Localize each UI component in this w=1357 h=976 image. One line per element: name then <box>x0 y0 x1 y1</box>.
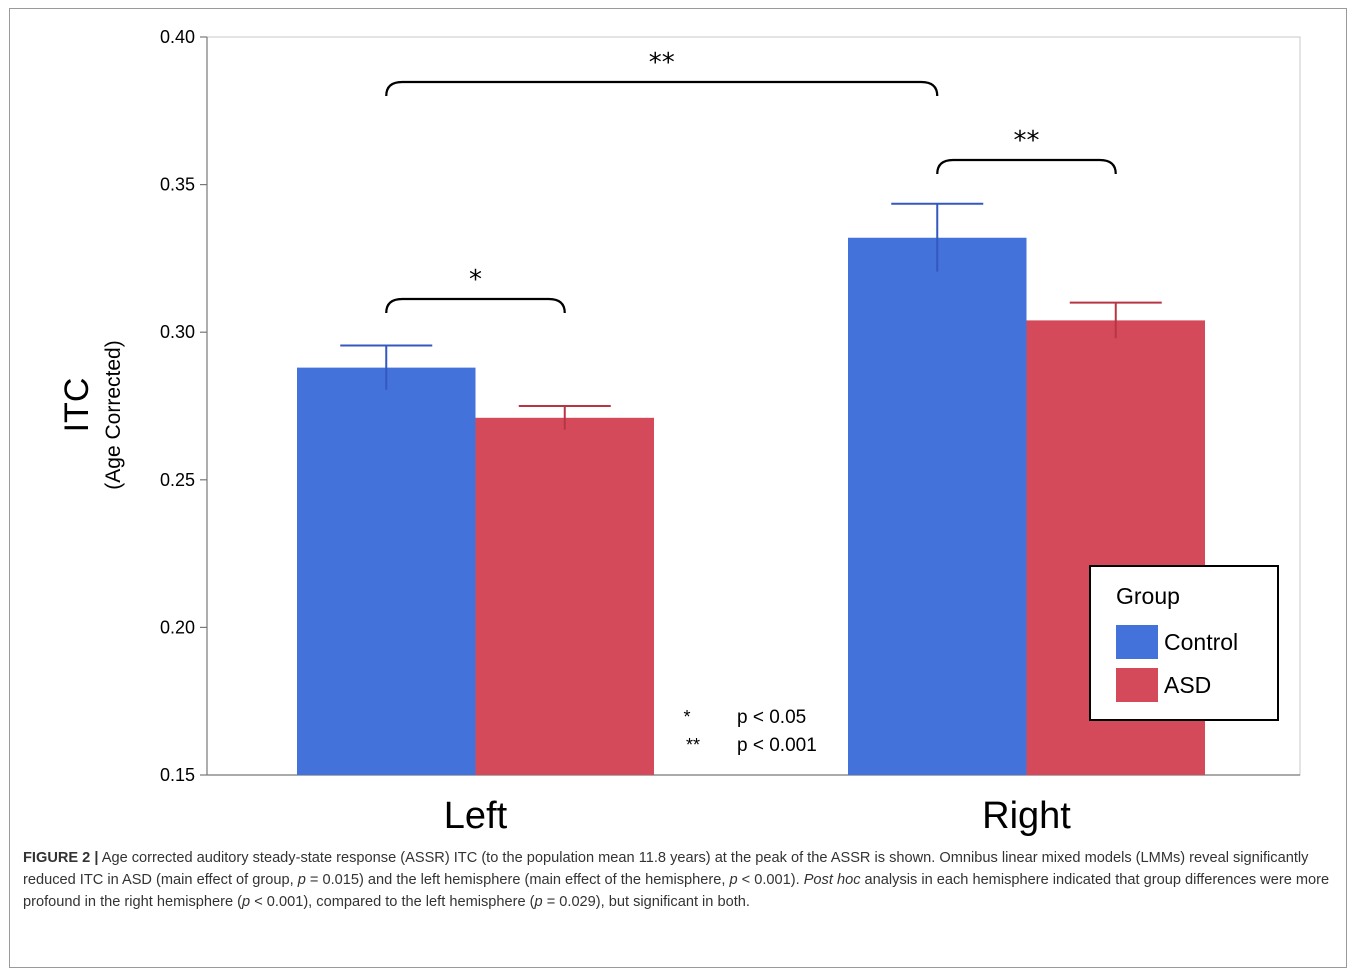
sig-key-symbol-2: ** <box>686 735 700 755</box>
legend: Group Control ASD <box>1089 565 1279 721</box>
bars <box>297 237 1205 776</box>
sig-key-text-1: p < 0.05 <box>737 707 806 728</box>
figure-label: FIGURE 2 <box>23 850 91 866</box>
sig-key-text-2: p < 0.001 <box>737 735 817 756</box>
y-tick-label: 0.35 <box>160 175 195 195</box>
x-label-right: Right <box>982 795 1071 837</box>
sig-hemisphere-label: ** <box>649 48 675 78</box>
sig-hemisphere-bracket <box>385 80 939 97</box>
caption-text-2: = 0.015) and the left hemisphere (main e… <box>305 872 730 888</box>
significance-key: * p < 0.05 ** p < 0.001 <box>683 707 816 756</box>
caption-text-4: analysis in each hemisphere indicated th… <box>23 872 1330 910</box>
bar-control-right <box>848 237 1027 776</box>
y-axis-sublabel: (Age Corrected) <box>102 340 125 489</box>
bar-chart: 0.400.350.300.250.200.15 ***** Left Right… <box>58 27 1301 837</box>
caption-text-1: Age corrected auditory steady-state resp… <box>23 850 1309 888</box>
caption-p-symbol-4: p <box>534 894 543 910</box>
legend-title: Group <box>1116 583 1180 609</box>
caption-separator: | <box>94 850 99 866</box>
y-axis-ticks: 0.40 0.35 0.30 0.25 0.20 0.15 <box>160 27 207 785</box>
sig-key-symbol-1: * <box>683 707 690 727</box>
caption-text-3: < 0.001). <box>737 872 804 888</box>
y-tick-label: 0.25 <box>160 470 195 490</box>
caption-p-symbol-1: p <box>297 872 306 888</box>
y-tick-label: 0.30 <box>160 322 195 342</box>
legend-swatch-control <box>1116 625 1158 659</box>
x-axis-labels: Left Right <box>444 795 1071 837</box>
sig-left-group-bracket <box>385 297 566 314</box>
x-label-left: Left <box>444 795 508 837</box>
sig-left-group-label: * <box>469 265 482 295</box>
bar-control-left <box>297 367 476 775</box>
error-bars <box>340 202 1162 430</box>
caption-text-6: = 0.029), but significant in both. <box>542 894 750 910</box>
sig-right-group-bracket <box>936 158 1117 175</box>
legend-swatch-asd <box>1116 668 1158 702</box>
legend-label-control: Control <box>1164 629 1238 655</box>
bar-asd-left <box>475 417 654 775</box>
y-tick-label: 0.15 <box>160 765 195 785</box>
sig-right-group-label: ** <box>1014 126 1040 156</box>
caption-text-5: < 0.001), compared to the left hemispher… <box>250 894 535 910</box>
caption-p-symbol-2: p <box>729 872 738 888</box>
legend-label-asd: ASD <box>1164 672 1211 698</box>
significance-brackets: ***** <box>385 48 1117 314</box>
figure-caption: FIGURE 2 | Age corrected auditory steady… <box>23 847 1335 913</box>
y-axis-label: ITC <box>58 378 96 433</box>
y-tick-label: 0.20 <box>160 617 195 637</box>
figure-frame <box>9 8 1347 968</box>
y-tick-label: 0.40 <box>160 27 195 47</box>
caption-p-symbol-3: p <box>242 894 251 910</box>
caption-post-hoc: Post hoc <box>803 872 861 888</box>
